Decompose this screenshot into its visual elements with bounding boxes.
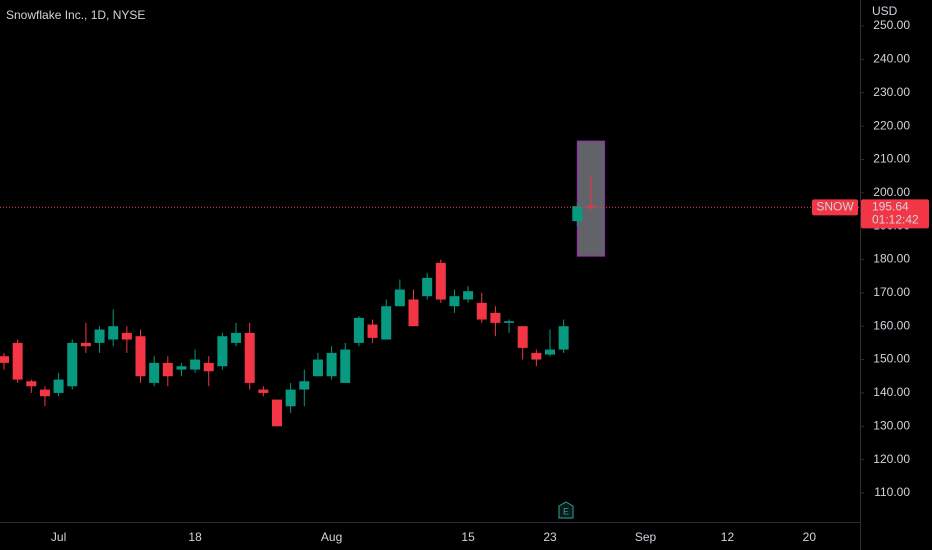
candle-body: [394, 289, 405, 307]
candle-body: [449, 296, 460, 307]
x-tick-label: Jul: [51, 530, 66, 544]
y-tick-label: 160.00: [873, 318, 910, 332]
price-tag: [861, 199, 929, 229]
candle-body: [80, 342, 91, 347]
candle-body: [135, 336, 146, 377]
y-tick-label: 170.00: [873, 285, 910, 299]
candle-body: [504, 321, 515, 323]
candle-body: [490, 312, 501, 323]
candle-body: [531, 352, 542, 360]
candle-body: [463, 291, 474, 300]
candle-body: [203, 362, 214, 372]
candle-body: [367, 324, 378, 338]
candle-body: [217, 336, 228, 367]
y-tick-label: 120.00: [873, 452, 910, 466]
y-tick-label: 240.00: [873, 52, 910, 66]
candle-body: [585, 206, 596, 208]
x-tick-label: 12: [721, 530, 735, 544]
candle-body: [244, 332, 255, 383]
candle-body: [558, 326, 569, 350]
candle-body: [176, 366, 187, 370]
y-tick-label: 200.00: [873, 185, 910, 199]
x-tick-label: 20: [803, 530, 817, 544]
candle-body: [231, 332, 242, 343]
candle-body: [26, 381, 37, 387]
x-tick-label: Aug: [321, 530, 342, 544]
candle-body: [312, 359, 323, 377]
candle-body: [190, 359, 201, 370]
y-tick-label: 230.00: [873, 85, 910, 99]
candle-body: [381, 306, 392, 340]
candle-body: [285, 389, 296, 407]
candle-body: [408, 299, 419, 327]
candle-body: [422, 277, 433, 297]
x-tick-label: 18: [188, 530, 202, 544]
y-tick-label: 220.00: [873, 118, 910, 132]
symbol-tag: [812, 199, 858, 216]
candle-body: [476, 302, 487, 320]
plot-area: [0, 140, 606, 427]
candle-body: [108, 326, 119, 340]
candle-body: [572, 206, 583, 222]
candle-body: [0, 356, 9, 363]
earnings-icon: [558, 501, 574, 519]
y-tick-label: 140.00: [873, 385, 910, 399]
candle-body: [272, 399, 282, 427]
x-tick-label: 23: [543, 530, 557, 544]
chart-title: Snowflake Inc., 1D, NYSE: [6, 8, 145, 22]
y-tick-label: 150.00: [873, 352, 910, 366]
y-unit: USD: [872, 4, 898, 18]
y-tick-label: 210.00: [873, 152, 910, 166]
y-tick-label: 130.00: [873, 418, 910, 432]
candle-body: [121, 332, 132, 340]
candle-body: [258, 389, 269, 393]
candle-body: [67, 342, 78, 387]
candle-body: [162, 362, 173, 377]
y-tick-label: 180.00: [873, 252, 910, 266]
candle-body: [39, 389, 50, 397]
x-tick-label: 15: [461, 530, 475, 544]
candle-body: [545, 349, 555, 355]
y-tick-label: 250.00: [873, 18, 910, 32]
candle-body: [149, 362, 160, 383]
candle-body: [94, 329, 105, 343]
x-tick-label: Sep: [635, 530, 657, 544]
candle-body: [299, 381, 310, 390]
candle-body: [326, 352, 337, 377]
candle-body: [53, 379, 64, 393]
candle-body: [517, 326, 528, 348]
candle-body: [435, 262, 446, 300]
candle-body: [353, 317, 364, 343]
y-tick-label: 110.00: [874, 485, 910, 499]
countdown-label: 01:12:42: [872, 213, 919, 227]
candle-body: [12, 342, 23, 380]
candle-body: [340, 349, 351, 383]
price-tag-label: 195.64: [872, 200, 909, 214]
symbol-tag-label: SNOW: [816, 200, 854, 214]
earnings-icon-label: E: [563, 506, 569, 516]
